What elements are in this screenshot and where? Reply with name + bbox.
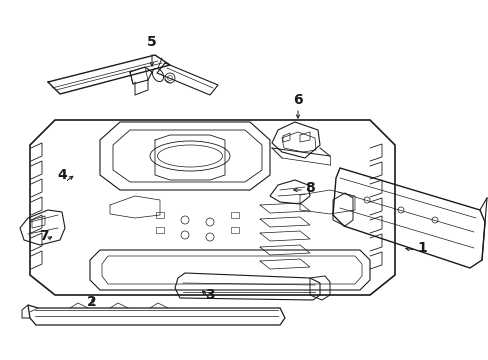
Bar <box>230 227 239 233</box>
Text: 5: 5 <box>147 35 157 49</box>
Text: 3: 3 <box>205 288 214 302</box>
Bar <box>230 212 239 218</box>
Text: 7: 7 <box>39 229 49 243</box>
Text: 8: 8 <box>305 181 314 195</box>
Text: 4: 4 <box>57 168 67 182</box>
Bar <box>156 227 163 233</box>
Bar <box>156 212 163 218</box>
Text: 1: 1 <box>416 241 426 255</box>
Text: 6: 6 <box>293 93 302 107</box>
Text: 2: 2 <box>87 295 97 309</box>
